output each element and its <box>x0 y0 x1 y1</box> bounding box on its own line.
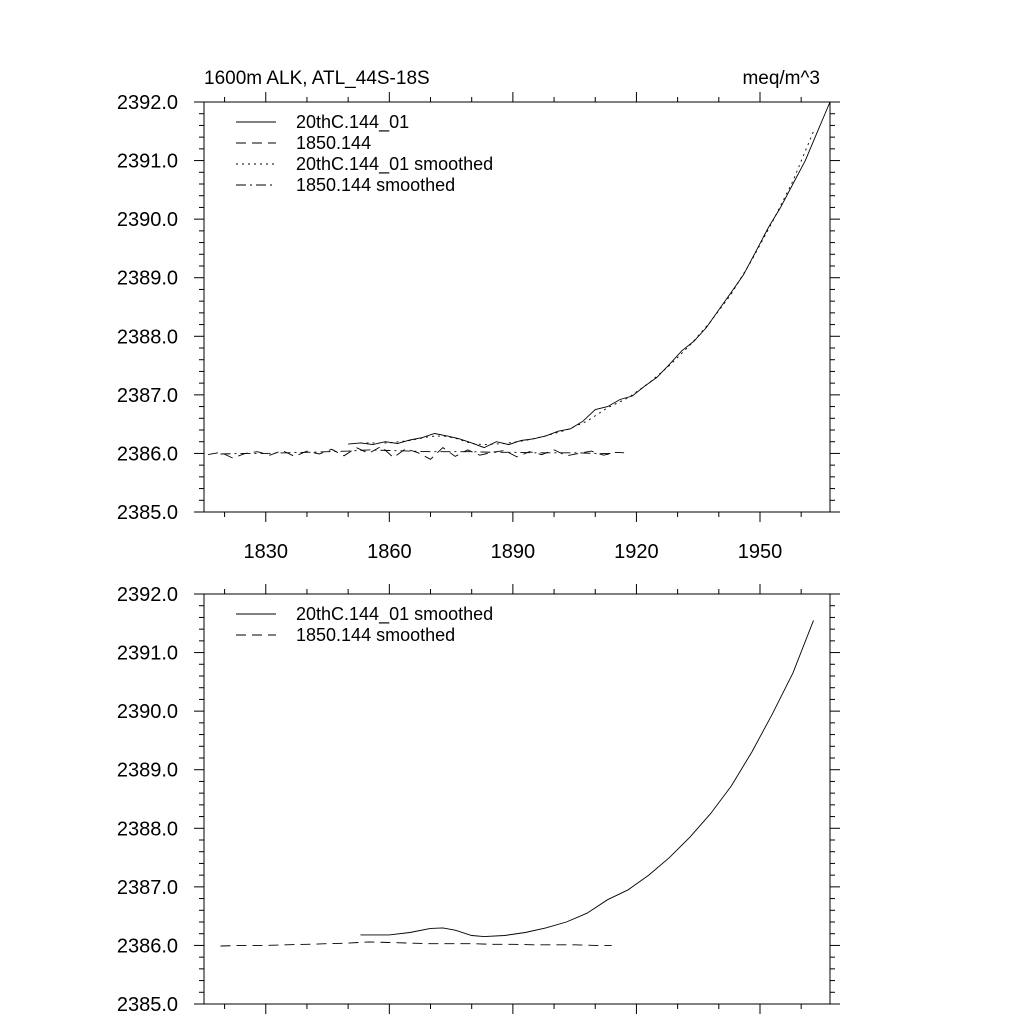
legend-label: 1850.144 <box>296 133 371 153</box>
y-tick-label: 2387.0 <box>117 385 178 407</box>
chart-title: 1600m ALK, ATL_44S-18S <box>204 68 430 89</box>
chart-units: meq/m^3 <box>742 68 820 89</box>
y-tick-label: 2391.0 <box>117 151 178 173</box>
series-line-2 <box>220 941 612 947</box>
x-tick-label: 1950 <box>738 541 783 563</box>
series-line-4 <box>220 449 612 455</box>
y-tick-label: 2389.0 <box>117 268 178 290</box>
legend-label: 1850.144 smoothed <box>296 625 455 645</box>
y-tick-label: 2392.0 <box>117 92 178 114</box>
y-tick-label: 2390.0 <box>117 701 178 723</box>
y-tick-label: 2386.0 <box>117 935 178 957</box>
y-tick-label: 2387.0 <box>117 877 178 899</box>
y-tick-label: 2390.0 <box>117 209 178 231</box>
y-tick-label: 2389.0 <box>117 760 178 782</box>
x-tick-label: 1860 <box>367 541 412 563</box>
legend-label: 20thC.144_01 <box>296 112 409 133</box>
series-line-2 <box>208 445 625 460</box>
y-tick-label: 2385.0 <box>117 994 178 1016</box>
y-tick-label: 2388.0 <box>117 818 178 840</box>
y-tick-label: 2392.0 <box>117 584 178 606</box>
plot-frame <box>203 101 831 513</box>
y-tick-label: 2385.0 <box>117 502 178 524</box>
legend-label: 20thC.144_01 smoothed <box>296 154 493 175</box>
legend-label: 1850.144 smoothed <box>296 175 455 195</box>
chart-panel-bottom: 2385.0 2386.0 2387.0 2388.0 2389.0 2390.0 2391… <box>117 584 840 1016</box>
y-tick-label: 2391.0 <box>117 643 178 665</box>
series-line-3 <box>360 131 814 446</box>
x-tick-label: 1890 <box>491 541 536 563</box>
x-tick-label: 1830 <box>244 541 289 563</box>
chart-panel-top: 2385.0 2386.0 2387.0 2388.0 2389.0 2390.0 2391… <box>117 92 840 563</box>
legend-label: 20thC.144_01 smoothed <box>296 604 493 625</box>
y-tick-label: 2386.0 <box>117 443 178 465</box>
plot-frame <box>203 593 831 1005</box>
y-tick-label: 2388.0 <box>117 326 178 348</box>
x-tick-label: 1920 <box>614 541 659 563</box>
series-line-1 <box>360 620 814 938</box>
